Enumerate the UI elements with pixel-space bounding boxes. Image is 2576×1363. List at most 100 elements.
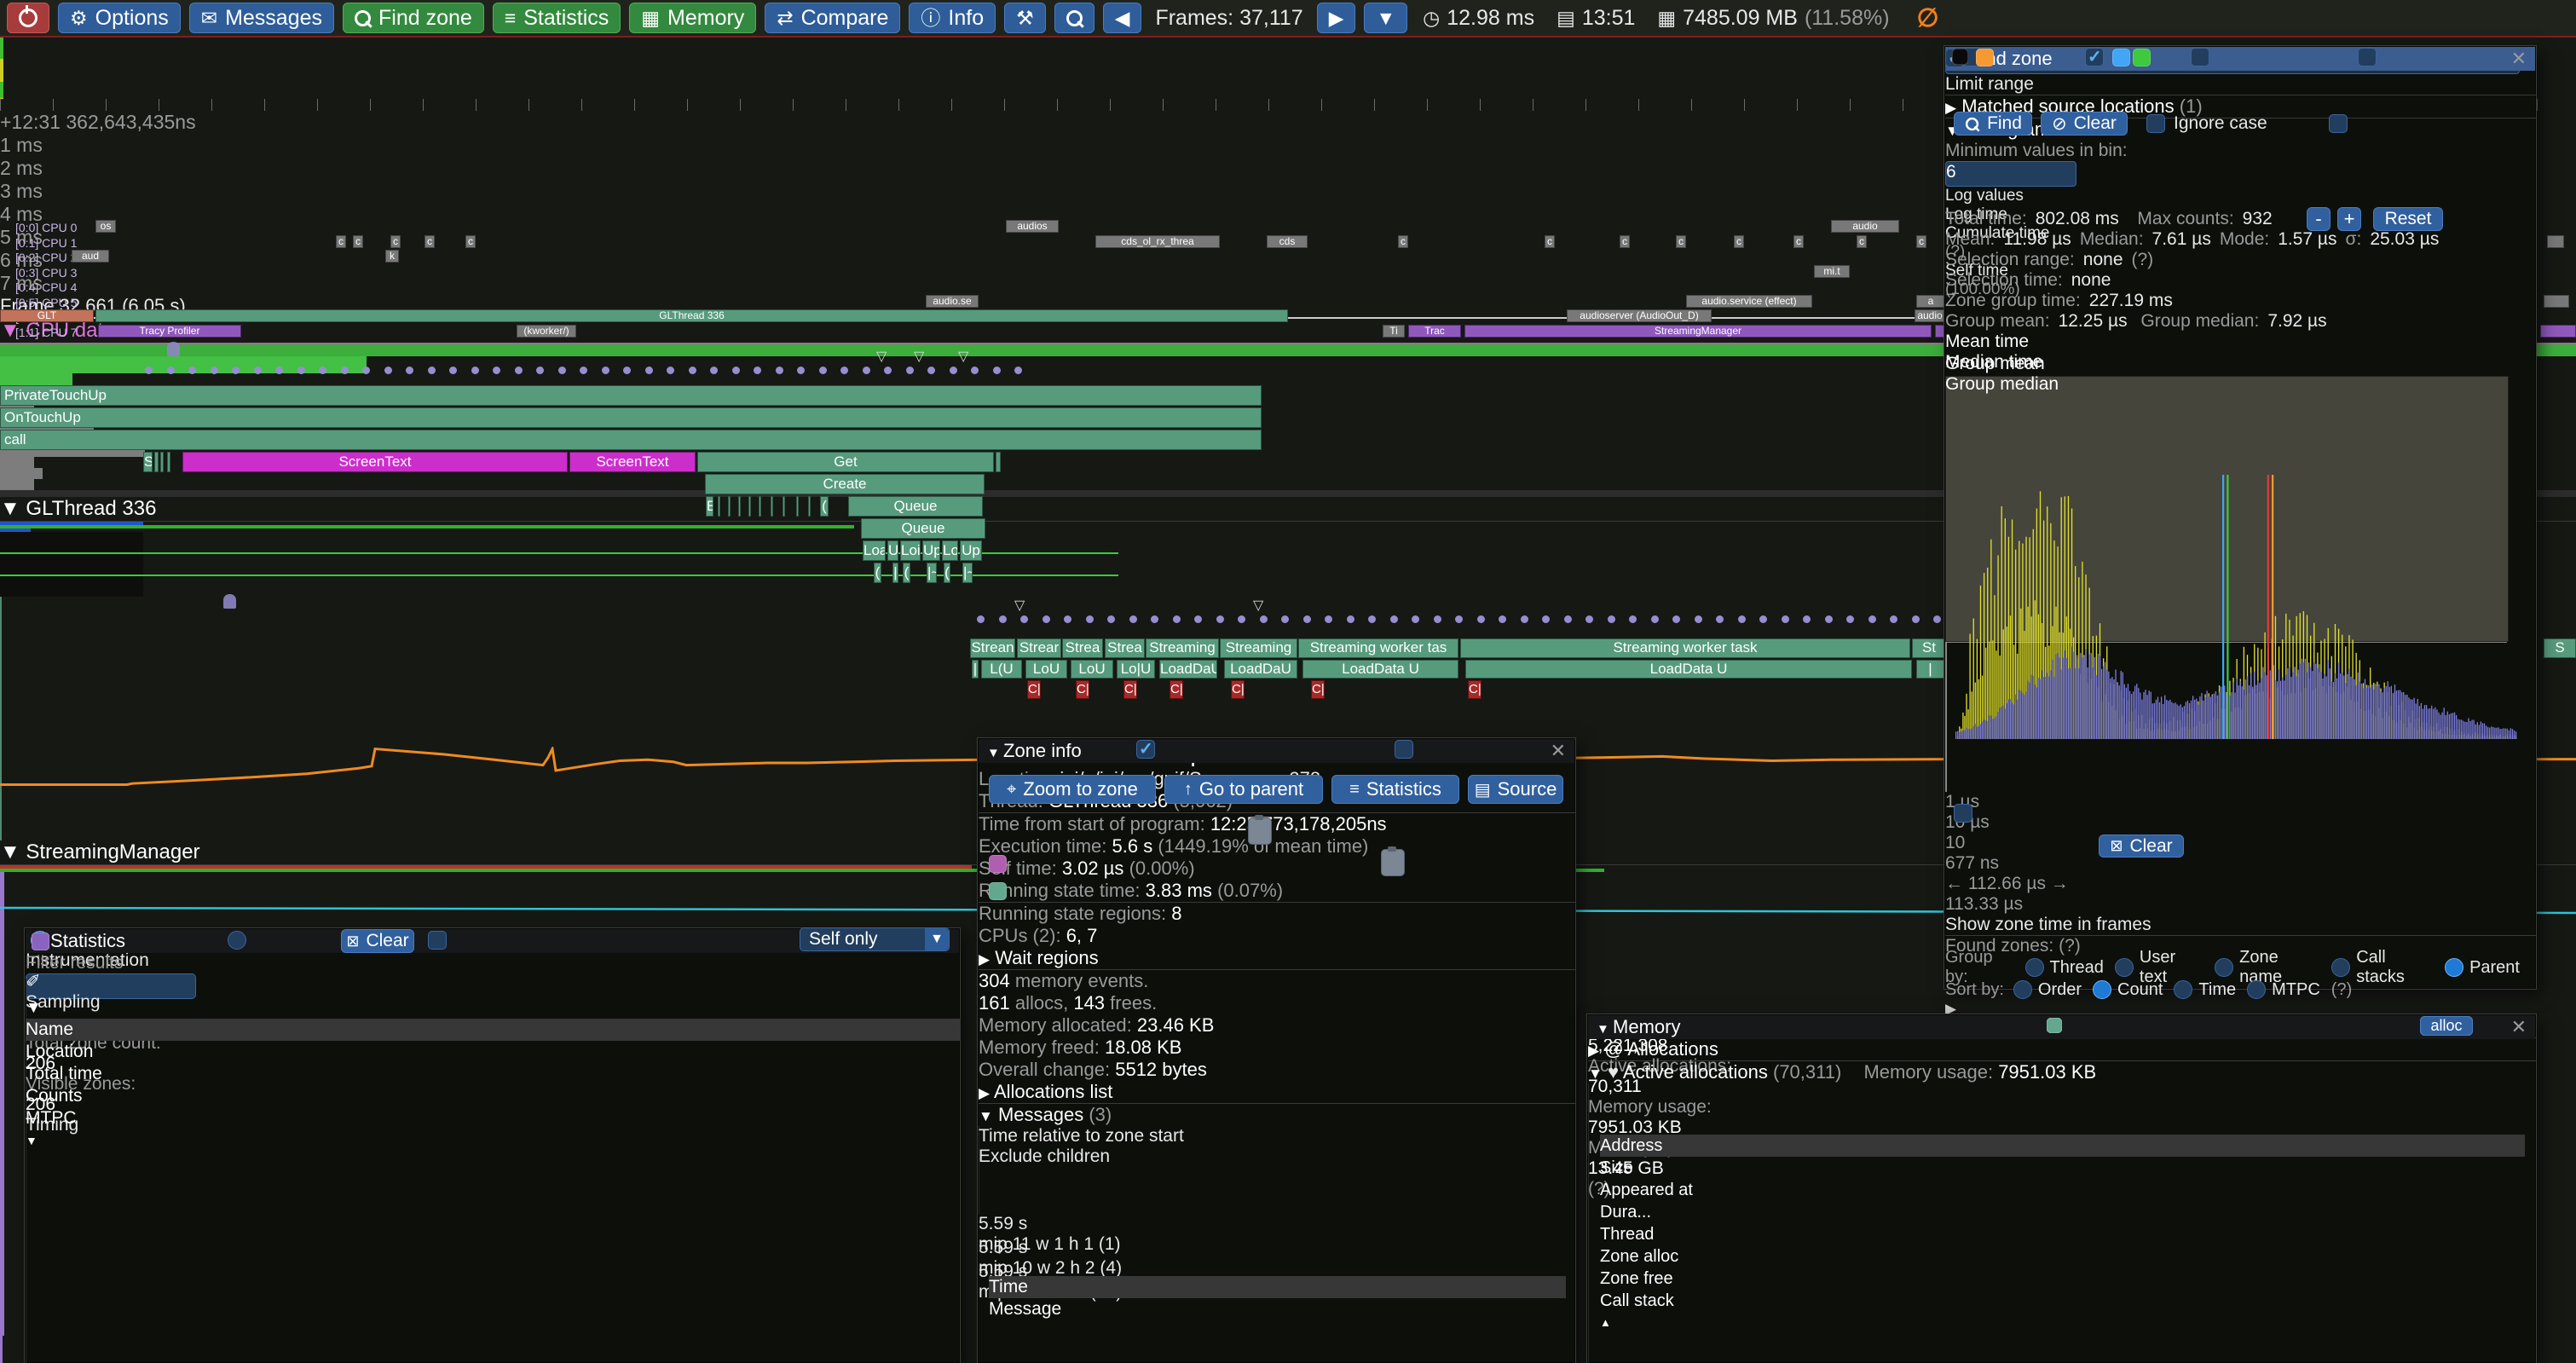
streaming-zone[interactable]: St	[1912, 638, 1946, 658]
timeline-zone[interactable]: Loa	[863, 540, 886, 561]
sample-dot[interactable]	[1281, 615, 1289, 623]
sample-dot[interactable]	[145, 367, 153, 374]
collapsed-marker-icon[interactable]: ▽	[1253, 598, 1264, 613]
timeline-zone[interactable]: S	[143, 452, 153, 472]
cpu-zone[interactable]: cds	[1267, 234, 1308, 248]
wait-regions-expander[interactable]: ▶ Wait regions	[979, 947, 1099, 968]
sample-dot[interactable]	[667, 367, 674, 374]
close-icon[interactable]: ✕	[1550, 740, 1566, 761]
sample-dot[interactable]	[1194, 615, 1202, 623]
sample-dot[interactable]	[992, 367, 1001, 374]
alloc-callstack-button[interactable]: alloc	[2420, 1016, 2473, 1036]
cpu-zone[interactable]: aud	[72, 250, 109, 263]
sort-by-radio-time[interactable]	[2174, 980, 2193, 999]
source-button[interactable]: ▤ Source	[1468, 775, 1563, 804]
cpu-zone[interactable]: c	[1676, 234, 1686, 248]
timeline-zone[interactable]	[160, 452, 164, 472]
sample-dot[interactable]	[840, 367, 848, 374]
cpu-zone[interactable]: StreamingManager	[1464, 324, 1932, 338]
sample-dot[interactable]	[1042, 615, 1050, 623]
cpu-zone[interactable]: Tracy Profiler	[98, 324, 241, 338]
sample-dot[interactable]	[449, 367, 457, 374]
thread-zone[interactable]: PrivateTouchUp	[0, 385, 1262, 406]
streaming-zone[interactable]: Strean	[970, 638, 1015, 658]
next-frame-button[interactable]: ▶	[1316, 3, 1356, 33]
cpu-data-header[interactable]: ▼ CPU data	[0, 319, 115, 342]
sample-dot[interactable]	[1607, 615, 1615, 623]
clipboard-icon[interactable]	[1381, 846, 1405, 876]
timeline-zone[interactable]: |~	[927, 563, 937, 583]
sample-dot[interactable]	[1542, 615, 1550, 623]
streaming-zone[interactable]: Streaming	[1146, 638, 1219, 658]
find-zone-button[interactable]: Find zone	[343, 3, 484, 33]
column-header[interactable]: MTPC	[26, 1108, 77, 1128]
filter-input[interactable]	[26, 973, 196, 999]
frame-bar[interactable]	[0, 58, 3, 83]
sample-dot[interactable]	[818, 367, 827, 374]
found-clear-button[interactable]: ⊠ Clear	[2099, 835, 2184, 858]
streaming-zone[interactable]: Streaming worker task	[1460, 638, 1910, 658]
timeline-zone[interactable]: Queue	[848, 496, 983, 517]
find-zone-titlebar[interactable]: ▼ Find zone ✕	[1945, 47, 2535, 71]
sample-dot[interactable]	[427, 367, 436, 374]
sample-dot[interactable]	[232, 367, 240, 374]
zoom-search-button[interactable]	[1054, 3, 1095, 33]
sample-dot[interactable]	[623, 367, 631, 374]
cpu-zone[interactable]: k	[385, 250, 399, 263]
prev-frame-button[interactable]: ◀	[1102, 3, 1142, 33]
sample-dot[interactable]	[1824, 615, 1833, 623]
sample-dot[interactable]	[362, 367, 370, 374]
find-button[interactable]: Find	[1954, 112, 2032, 136]
sort-by-radio-count[interactable]	[2093, 980, 2112, 999]
streaming-zone[interactable]: LoadDaU	[1224, 660, 1297, 679]
sort-by-radio-order[interactable]	[2013, 980, 2032, 999]
group-by-radio-parent[interactable]	[2445, 958, 2464, 977]
sample-dot[interactable]	[166, 367, 175, 374]
cpu-zone[interactable]: GLT	[0, 309, 94, 322]
sort-by-radio-mtpc[interactable]	[2247, 980, 2267, 999]
collapse-icon[interactable]: ▼	[987, 746, 1004, 760]
sample-dot[interactable]	[1455, 615, 1463, 623]
timeline-zone[interactable]: ScreenText	[182, 452, 568, 472]
sample-dot[interactable]	[493, 367, 500, 374]
sample-dot[interactable]	[1476, 615, 1485, 623]
sample-dot[interactable]	[710, 367, 718, 374]
sample-dot[interactable]	[927, 367, 935, 374]
sample-dot[interactable]	[1759, 615, 1767, 623]
message-column-header[interactable]: Message	[989, 1299, 1062, 1319]
column-header[interactable]: Name	[26, 1019, 74, 1039]
messages-button[interactable]: ✉ Messages	[188, 3, 335, 33]
sample-dot[interactable]	[1520, 615, 1528, 623]
sample-dot[interactable]	[1014, 367, 1022, 374]
messages-expander[interactable]: ▼ Messages (3)	[979, 1104, 1112, 1125]
column-header[interactable]: Total time	[26, 1064, 102, 1083]
sample-dot[interactable]	[1325, 615, 1332, 623]
cpu-zone[interactable]: c	[1398, 234, 1408, 248]
timeline-zone[interactable]: (	[820, 496, 829, 517]
sample-dot[interactable]	[1933, 615, 1941, 623]
sample-dot[interactable]	[1085, 615, 1094, 623]
column-header[interactable]: Size	[1600, 1158, 1633, 1177]
timeline-zone[interactable]: (	[874, 563, 881, 583]
sample-dot[interactable]	[971, 367, 979, 374]
error-zone[interactable]: C|	[1170, 680, 1183, 699]
column-header[interactable]: Address	[1600, 1136, 1663, 1155]
sample-dot[interactable]	[1716, 615, 1724, 623]
increment-button[interactable]: +	[2337, 207, 2361, 231]
relative-time-checkbox[interactable]	[1136, 738, 1155, 759]
timeline-zone[interactable]: Up	[960, 540, 982, 561]
streaming-zone[interactable]: Lo|U	[1117, 660, 1155, 679]
sample-dot[interactable]	[514, 367, 523, 374]
sample-dot[interactable]	[384, 367, 392, 374]
sample-dot[interactable]	[1238, 615, 1245, 623]
column-header[interactable]: Call stack	[1600, 1291, 1674, 1310]
glthread-header[interactable]: ▼ GLThread 336	[0, 497, 157, 520]
cpu-zone[interactable]: os	[95, 220, 116, 233]
sample-dot[interactable]	[1694, 615, 1702, 623]
cpu-zone[interactable]: c	[1734, 234, 1744, 248]
collapsed-marker-icon[interactable]: ▽	[914, 349, 925, 364]
sample-dot[interactable]	[1020, 615, 1028, 623]
error-zone[interactable]: C|	[1231, 680, 1245, 699]
sample-dot[interactable]	[1737, 615, 1746, 623]
group-by-radio-call-stacks[interactable]	[2331, 958, 2351, 977]
